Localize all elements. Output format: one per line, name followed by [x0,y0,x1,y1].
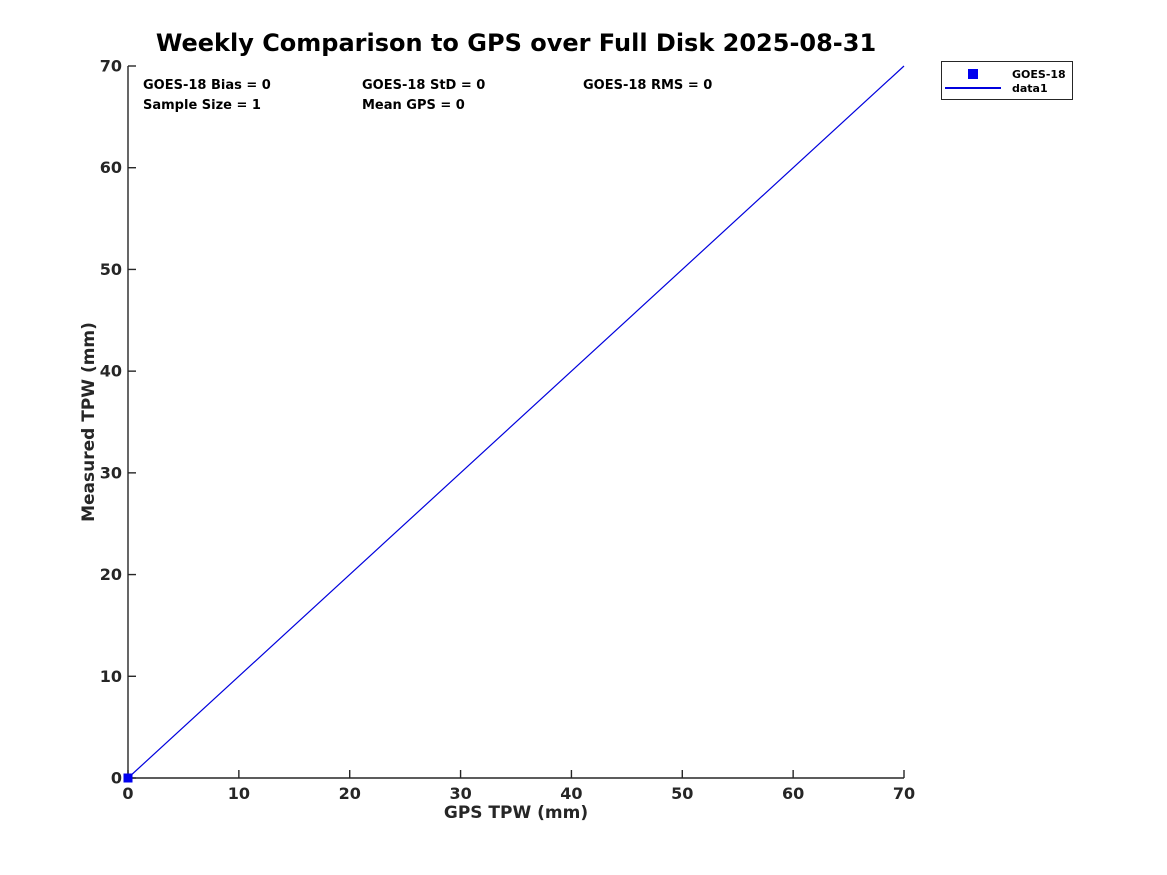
legend-label: data1 [1012,81,1048,95]
x-tick-label: 20 [339,784,361,803]
y-tick-label: 10 [100,667,122,686]
series-marker-GOES-18 [123,773,133,783]
stat-mean-gps: Mean GPS = 0 [362,98,465,113]
y-tick-label: 20 [100,565,122,584]
stat-bias: GOES-18 Bias = 0 [143,78,271,93]
legend: GOES-18 data1 [941,61,1073,100]
x-tick-label: 60 [782,784,804,803]
x-tick-label: 0 [122,784,133,803]
x-tick-label: 10 [228,784,250,803]
x-axis-label: GPS TPW (mm) [443,803,589,823]
x-tick-label: 30 [449,784,471,803]
y-tick-label: 70 [100,57,122,76]
y-tick-label: 0 [111,769,122,788]
chart-title: Weekly Comparison to GPS over Full Disk … [155,29,877,57]
y-tick-label: 60 [100,158,122,177]
y-tick-label: 40 [100,362,122,381]
series-line-data1 [127,65,905,779]
stat-std: GOES-18 StD = 0 [362,78,486,93]
y-tick-label: 30 [100,463,122,482]
x-tick-label: 40 [560,784,582,803]
legend-square-icon [968,69,978,79]
legend-entry-goes18: GOES-18 [942,67,1072,81]
x-tick-label: 50 [671,784,693,803]
legend-label: GOES-18 [1012,67,1066,81]
stat-rms: GOES-18 RMS = 0 [583,78,713,93]
stat-sample-size: Sample Size = 1 [143,98,261,113]
legend-line-icon [945,87,1001,89]
x-tick-label: 70 [893,784,915,803]
legend-entry-data1: data1 [942,81,1072,95]
y-tick-label: 50 [100,260,122,279]
